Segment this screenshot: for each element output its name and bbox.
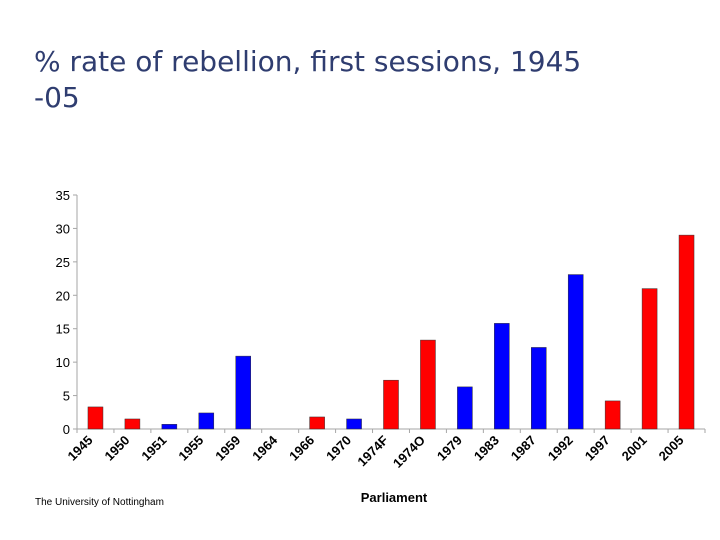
- x-tick-label-1951: 1951: [138, 433, 169, 464]
- bar-1983: [494, 323, 510, 430]
- title-line-2: -05: [34, 81, 80, 114]
- x-tick-label-1964: 1964: [249, 432, 281, 464]
- x-tick-label-1992: 1992: [545, 433, 576, 464]
- bar-1966: [309, 416, 325, 430]
- bar-1951: [161, 424, 178, 430]
- bar-1979: [457, 386, 473, 430]
- slide-title: % rate of rebellion, first sessions, 194…: [34, 44, 694, 116]
- y-tick-label: 30: [56, 221, 70, 236]
- bar-1959: [235, 355, 251, 430]
- x-tick-label-1955: 1955: [175, 433, 206, 464]
- x-tick-label-2001: 2001: [619, 433, 650, 464]
- bar-2005: [678, 234, 695, 430]
- bar-1974O: [420, 339, 436, 430]
- y-tick-label: 25: [56, 255, 70, 270]
- y-tick-label: 5: [63, 389, 70, 404]
- bar-1945: [87, 406, 104, 430]
- bar-2001: [641, 288, 658, 430]
- x-tick-label-1966: 1966: [286, 433, 317, 464]
- x-tick-label-1979: 1979: [434, 433, 465, 464]
- bar-1987: [531, 347, 547, 430]
- x-tick-label-1970: 1970: [323, 433, 354, 464]
- bar-1992: [567, 274, 584, 430]
- y-tick-label: 35: [56, 188, 70, 203]
- bar-1955: [198, 412, 215, 430]
- x-tick-label-1987: 1987: [508, 433, 539, 464]
- x-tick-label-1974O: 1974O: [390, 433, 428, 471]
- y-tick-label: 15: [56, 322, 70, 337]
- x-tick-label-1959: 1959: [212, 433, 243, 464]
- x-tick-label-1945: 1945: [65, 433, 96, 464]
- title-line-1: % rate of rebellion, first sessions, 194…: [34, 45, 582, 78]
- y-tick-label: 20: [56, 288, 70, 303]
- x-tick-label-2005: 2005: [656, 433, 687, 464]
- y-tick-label: 10: [56, 355, 70, 370]
- bar-1997: [604, 400, 621, 430]
- y-tick-label: 0: [63, 422, 70, 437]
- x-tick-label-1997: 1997: [582, 433, 613, 464]
- x-tick-label-1974F: 1974F: [354, 432, 391, 469]
- x-axis-label: Parliament: [361, 490, 428, 505]
- bar-1950: [124, 418, 141, 430]
- bar-1970: [346, 418, 362, 430]
- bar-1974F: [383, 379, 399, 430]
- footer-text: The University of Nottingham: [35, 497, 164, 508]
- x-tick-label-1950: 1950: [101, 433, 132, 464]
- x-tick-label-1983: 1983: [471, 433, 502, 464]
